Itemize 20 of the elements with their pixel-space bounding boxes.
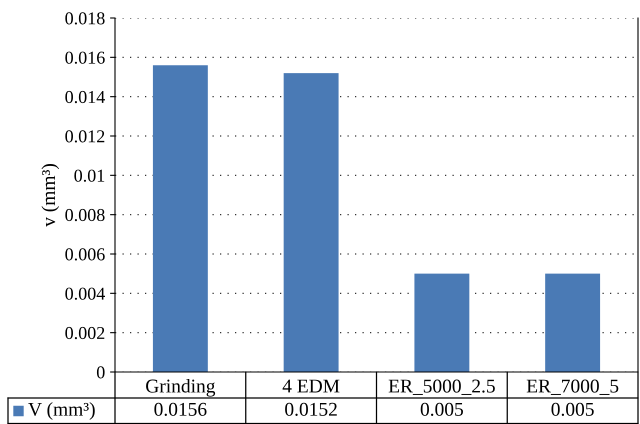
x-tick-label: Grinding [146,378,216,397]
y-tick-label: 0.006 [65,248,105,261]
y-tick-label: 0.01 [74,170,104,182]
data-label: 0.0156 [154,402,207,416]
data-label: 0.005 [420,402,463,416]
y-tick-label: 0.002 [65,326,104,340]
y-tick-label: 0.012 [65,130,104,143]
y-tick-label: 0 [96,366,105,378]
x-tick-label: ER_5000_2.5 [388,380,495,395]
y-tick-label: 0.014 [65,90,105,104]
y-tick-label: 0.004 [65,288,105,300]
x-tick-label: ER_7000_5 [526,380,618,395]
y-tick-label: 0.018 [65,12,105,25]
x-tick-label: 4 EDM [282,380,340,392]
y-tick-label: 0.008 [65,208,105,222]
y-axis-title: v (mm³) [41,164,60,227]
legend-label: V (mm³) [28,402,95,420]
data-label: 0.005 [551,402,594,416]
y-tick-label: 0.016 [65,52,105,64]
data-label: 0.0152 [285,402,337,416]
